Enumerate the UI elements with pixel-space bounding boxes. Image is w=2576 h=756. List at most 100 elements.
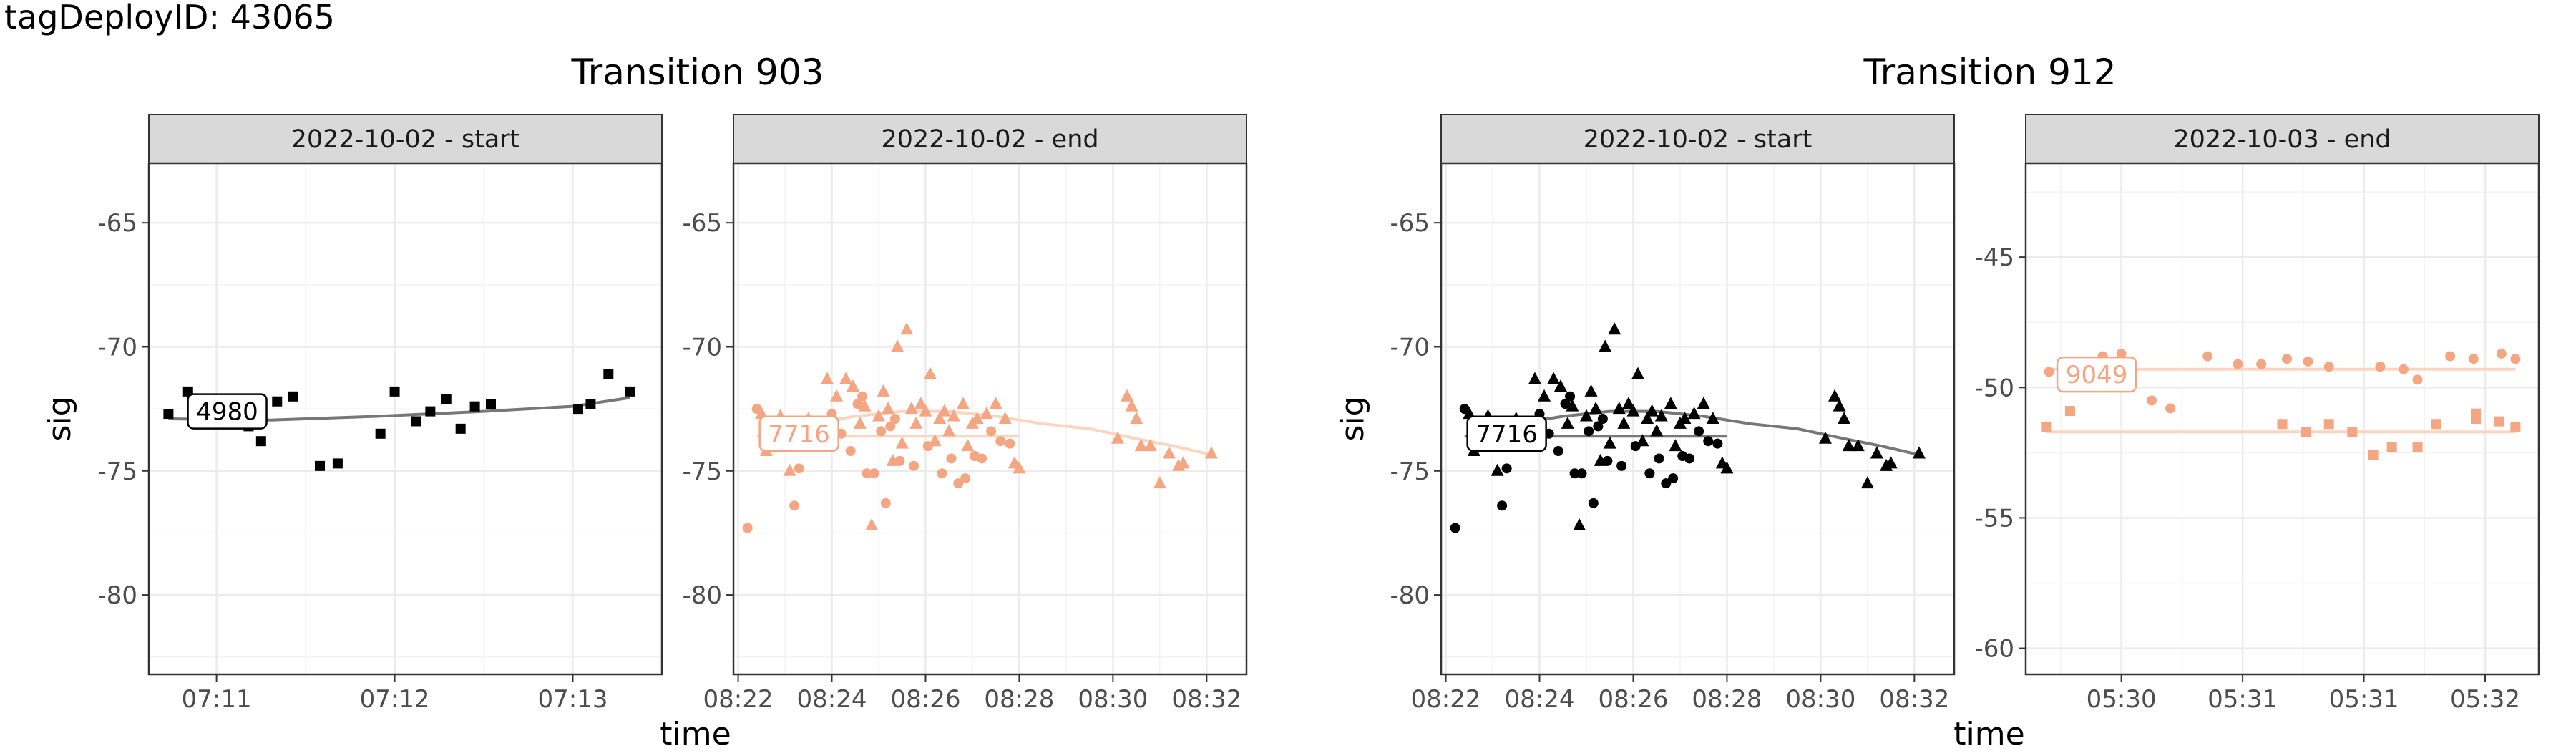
data-point — [783, 463, 796, 476]
data-point — [1608, 322, 1621, 335]
data-point — [572, 404, 583, 415]
series-label: 4980 — [196, 398, 258, 427]
x-tick-label: 08:28 — [984, 685, 1054, 714]
data-point — [1125, 399, 1138, 412]
data-point — [862, 468, 872, 479]
data-point — [1553, 379, 1567, 392]
x-tick-label: 08:22 — [1411, 685, 1481, 714]
y-tick-label: -80 — [1390, 581, 1430, 610]
y-tick-label: -80 — [97, 581, 137, 610]
data-point — [2412, 442, 2423, 453]
data-point — [937, 404, 951, 417]
data-point — [894, 455, 905, 466]
data-point — [2116, 348, 2127, 359]
data-point — [486, 399, 496, 410]
y-tick-label: -70 — [682, 333, 722, 362]
data-point — [2303, 356, 2313, 367]
data-point — [2375, 362, 2386, 372]
facet-panel: 2022-10-02 - end -65 -70 -75 -80 08:22 08:24 08… — [682, 114, 1248, 714]
data-point — [1631, 367, 1645, 379]
data-point — [1589, 402, 1603, 415]
data-point — [1603, 436, 1616, 449]
x-tick-label: 05:31 — [2329, 685, 2399, 714]
data-point — [1566, 399, 1579, 412]
data-point — [455, 423, 466, 434]
y-tick-label: -60 — [1974, 635, 2014, 664]
series-label: 7716 — [1475, 420, 1538, 449]
x-tick-label: 05:31 — [2207, 685, 2278, 714]
data-point — [1661, 478, 1672, 489]
series-label: 7716 — [768, 420, 830, 449]
x-tick-label: 05:30 — [2087, 685, 2157, 714]
data-point — [986, 426, 997, 437]
data-point — [961, 439, 975, 452]
data-point — [2445, 351, 2456, 362]
data-point — [1687, 407, 1701, 420]
data-point — [1706, 412, 1719, 424]
data-point — [2496, 348, 2507, 359]
facet-strip — [733, 114, 1247, 164]
data-point — [1584, 426, 1594, 437]
data-point — [1599, 339, 1612, 352]
data-point — [163, 409, 174, 420]
data-point — [909, 460, 919, 471]
data-point — [1697, 397, 1710, 410]
data-point — [389, 386, 400, 397]
panel-border — [147, 162, 663, 676]
data-point — [255, 436, 266, 447]
data-point — [1134, 439, 1148, 452]
data-point — [1597, 414, 1608, 424]
data-point — [872, 409, 885, 422]
data-point — [2256, 359, 2267, 369]
data-point — [933, 412, 947, 424]
facet-panel: 2022-10-02 - start -65 -70 -75 -80 07:11 07:12… — [97, 114, 663, 714]
data-point — [1860, 476, 1874, 489]
data-point — [953, 478, 964, 489]
data-point — [858, 399, 872, 412]
data-point — [2233, 359, 2243, 369]
data-point — [876, 426, 887, 437]
x-tick-label: 08:24 — [797, 685, 867, 714]
data-point — [1645, 404, 1659, 417]
data-point — [1576, 468, 1587, 479]
data-point — [1573, 518, 1586, 531]
panel-border — [2024, 162, 2540, 676]
data-point — [2386, 442, 2397, 453]
data-point — [869, 468, 879, 479]
data-point — [2510, 354, 2521, 364]
data-point — [2044, 367, 2054, 377]
data-point — [1176, 456, 1190, 469]
data-point — [880, 498, 891, 508]
data-point — [272, 396, 283, 407]
y-tick-label: -80 — [682, 581, 722, 610]
data-point — [1650, 424, 1664, 437]
data-point — [1668, 473, 1679, 484]
data-point — [2282, 354, 2293, 364]
data-point — [1884, 456, 1898, 469]
data-point — [751, 404, 762, 415]
data-point — [904, 402, 918, 415]
y-tick-label: -50 — [1974, 374, 2014, 402]
data-point — [2165, 403, 2176, 414]
data-point — [1694, 426, 1704, 437]
data-point — [2323, 419, 2334, 430]
data-point — [789, 500, 800, 511]
data-point — [1588, 498, 1599, 508]
data-point — [2494, 416, 2504, 427]
panel-border — [1440, 162, 1956, 676]
data-point — [1553, 446, 1563, 457]
data-point — [2412, 374, 2423, 385]
y-tick-label: -45 — [1974, 243, 2014, 272]
data-point — [1111, 431, 1124, 444]
figure-heading: tagDeployID: 43065 — [4, 0, 335, 37]
facet-strip-label: 2022-10-03 - end — [2173, 125, 2391, 154]
data-point — [820, 372, 834, 384]
facet-panel: 2022-10-02 - start -65 -70 -75 -80 08:22 08:24… — [1390, 114, 1956, 714]
data-point — [839, 372, 853, 384]
data-point — [989, 397, 1002, 410]
data-point — [891, 339, 904, 352]
data-point — [2468, 354, 2479, 364]
data-point — [1712, 438, 1723, 449]
x-tick-label: 08:28 — [1692, 685, 1762, 714]
data-point — [1497, 500, 1508, 511]
